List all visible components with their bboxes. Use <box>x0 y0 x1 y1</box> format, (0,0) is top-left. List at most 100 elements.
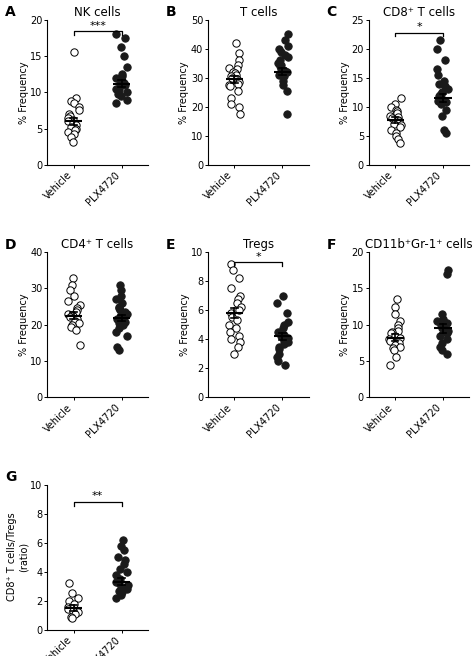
Title: CD4⁺ T cells: CD4⁺ T cells <box>62 238 134 251</box>
Point <box>114 552 121 562</box>
Point <box>390 345 398 356</box>
Point <box>433 316 440 326</box>
Point <box>119 535 127 545</box>
Point <box>281 319 288 330</box>
Point <box>281 360 289 371</box>
Point <box>227 258 234 269</box>
Point <box>273 352 281 362</box>
Point <box>442 128 449 138</box>
Text: **: ** <box>92 491 103 501</box>
Point <box>440 125 448 135</box>
Point <box>71 129 78 140</box>
Point <box>279 68 286 79</box>
Point <box>438 87 446 98</box>
Point <box>442 327 449 337</box>
Point <box>391 98 399 109</box>
Point <box>116 279 124 290</box>
Point <box>444 318 451 329</box>
Point <box>74 592 82 603</box>
Point <box>64 308 72 319</box>
Point <box>392 131 400 141</box>
Point <box>388 125 395 135</box>
Y-axis label: CD8⁺ T cells/Tregs
(ratio): CD8⁺ T cells/Tregs (ratio) <box>7 513 29 602</box>
Point <box>236 109 244 119</box>
Point <box>444 265 452 276</box>
Point <box>228 93 235 104</box>
Y-axis label: % Frequency: % Frequency <box>180 61 190 123</box>
Point <box>115 323 123 334</box>
Point <box>237 302 245 312</box>
Text: E: E <box>166 237 175 251</box>
Point <box>235 77 243 87</box>
Point <box>438 308 446 319</box>
Point <box>392 301 399 312</box>
Point <box>114 314 121 325</box>
Point <box>443 348 450 359</box>
Point <box>282 49 289 60</box>
Point <box>283 109 290 119</box>
Point <box>284 52 292 63</box>
Point <box>234 341 242 352</box>
Point <box>118 541 125 551</box>
Point <box>69 309 76 319</box>
Point <box>439 314 447 324</box>
Point <box>443 334 451 344</box>
Text: F: F <box>327 237 336 251</box>
Point <box>226 81 233 92</box>
Point <box>121 555 129 565</box>
Point <box>437 93 445 104</box>
Point <box>118 76 125 87</box>
Point <box>115 74 122 85</box>
Point <box>438 345 446 356</box>
Point <box>437 341 444 352</box>
Point <box>73 314 81 325</box>
Point <box>117 91 125 101</box>
Text: B: B <box>166 5 176 19</box>
Point <box>285 41 292 51</box>
Point <box>120 77 128 88</box>
Point <box>228 73 236 83</box>
Point <box>388 102 395 112</box>
Point <box>66 285 73 295</box>
Point <box>393 108 401 118</box>
Point <box>434 70 442 80</box>
Point <box>67 603 75 613</box>
Point <box>276 55 284 66</box>
Point <box>64 296 72 306</box>
Point <box>118 316 126 326</box>
Point <box>438 319 445 330</box>
Point <box>114 89 122 99</box>
Point <box>120 51 128 61</box>
Point <box>394 134 401 144</box>
Point <box>396 122 404 133</box>
Point <box>385 334 393 344</box>
Point <box>124 308 131 319</box>
Point <box>64 602 72 612</box>
Point <box>123 331 131 341</box>
Point <box>236 331 243 342</box>
Point <box>120 559 128 569</box>
Point <box>117 42 125 52</box>
Point <box>73 303 81 314</box>
Point <box>394 323 401 334</box>
Y-axis label: % Frequency: % Frequency <box>19 61 29 123</box>
Point <box>121 33 129 43</box>
Point <box>435 78 443 89</box>
Title: T cells: T cells <box>239 5 277 18</box>
Point <box>67 132 74 142</box>
Point <box>233 64 241 74</box>
Point <box>72 307 80 318</box>
Point <box>275 348 283 359</box>
Point <box>442 97 449 108</box>
Point <box>65 109 73 119</box>
Point <box>436 35 444 45</box>
Point <box>69 272 76 283</box>
Point <box>124 62 131 72</box>
Point <box>124 579 131 590</box>
Point <box>235 305 243 316</box>
Point <box>69 117 77 128</box>
Point <box>275 344 283 355</box>
Point <box>228 334 235 344</box>
Point <box>115 578 123 588</box>
Point <box>66 312 73 323</box>
